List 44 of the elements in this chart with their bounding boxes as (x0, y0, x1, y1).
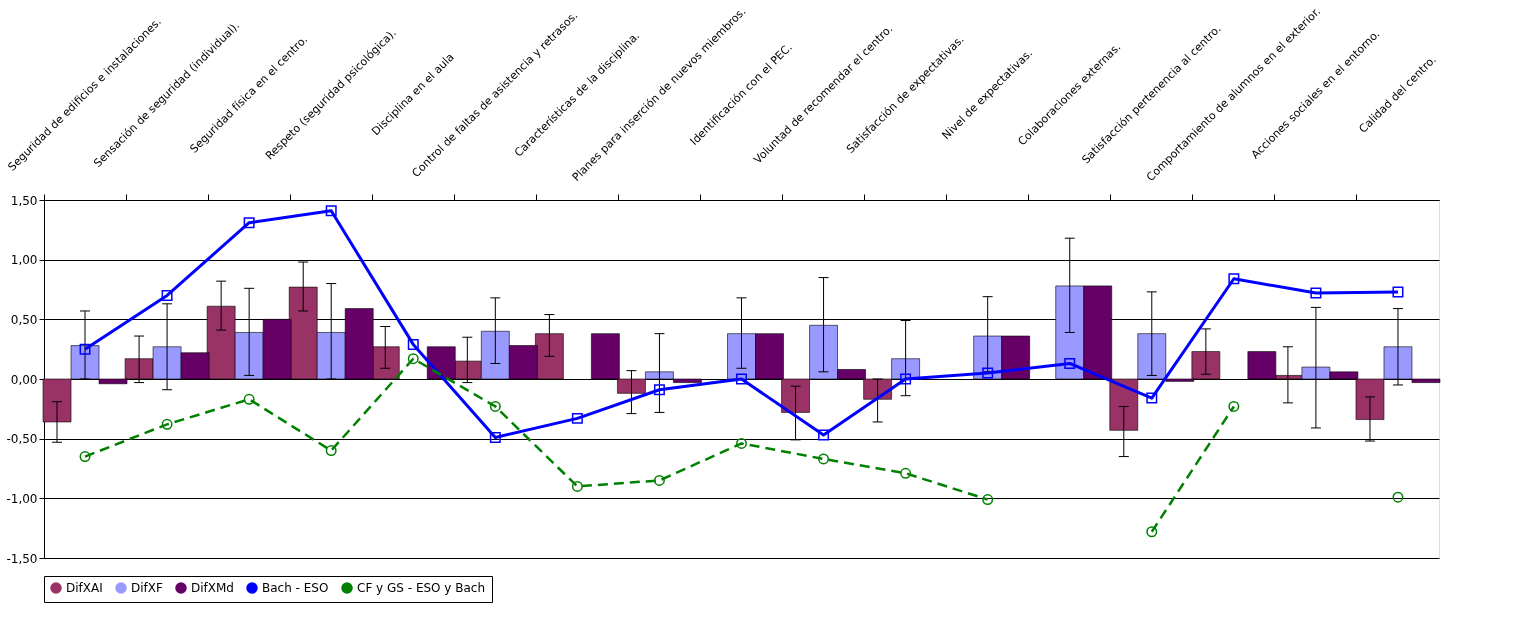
point (818, 429, 830, 441)
legend-label: CF y GS - ESO y Bach (357, 581, 486, 595)
point (736, 373, 747, 385)
point (818, 453, 830, 465)
point (982, 367, 994, 379)
point (1064, 357, 1076, 369)
point (325, 445, 337, 457)
point (489, 431, 501, 443)
legend-label: Bach - ESO (262, 581, 329, 595)
point (900, 373, 912, 385)
point (653, 474, 665, 486)
y-tick-label: 0,50 (10, 312, 38, 327)
point (1310, 287, 1322, 299)
point (161, 289, 173, 301)
point (243, 217, 255, 229)
point (325, 205, 337, 217)
point (982, 494, 994, 506)
point (407, 353, 419, 365)
y-tick-label: 1,00 (10, 253, 38, 268)
point (79, 343, 91, 355)
point (1392, 491, 1404, 503)
y-tick-label: -1,50 (6, 551, 38, 566)
y-tick-label: 0,00 (10, 372, 38, 387)
point (653, 384, 665, 396)
point (736, 437, 747, 449)
point (407, 338, 419, 350)
point (1228, 273, 1240, 285)
point (1146, 526, 1158, 538)
y-tick-label: 1,50 (10, 193, 38, 208)
y-tick-label: -1,00 (6, 491, 38, 506)
point (571, 480, 583, 492)
point (1228, 400, 1240, 412)
point (1146, 392, 1158, 404)
point (161, 418, 173, 430)
point (571, 412, 583, 424)
point (1392, 286, 1404, 298)
point (79, 451, 91, 463)
legend-label: DifXMd (191, 581, 234, 595)
point (489, 400, 501, 412)
legend-label: DifXF (131, 581, 164, 595)
point (243, 393, 255, 405)
legend-label: DifXAI (66, 581, 103, 595)
point (900, 467, 912, 479)
y-tick-label: -0,50 (6, 432, 38, 447)
